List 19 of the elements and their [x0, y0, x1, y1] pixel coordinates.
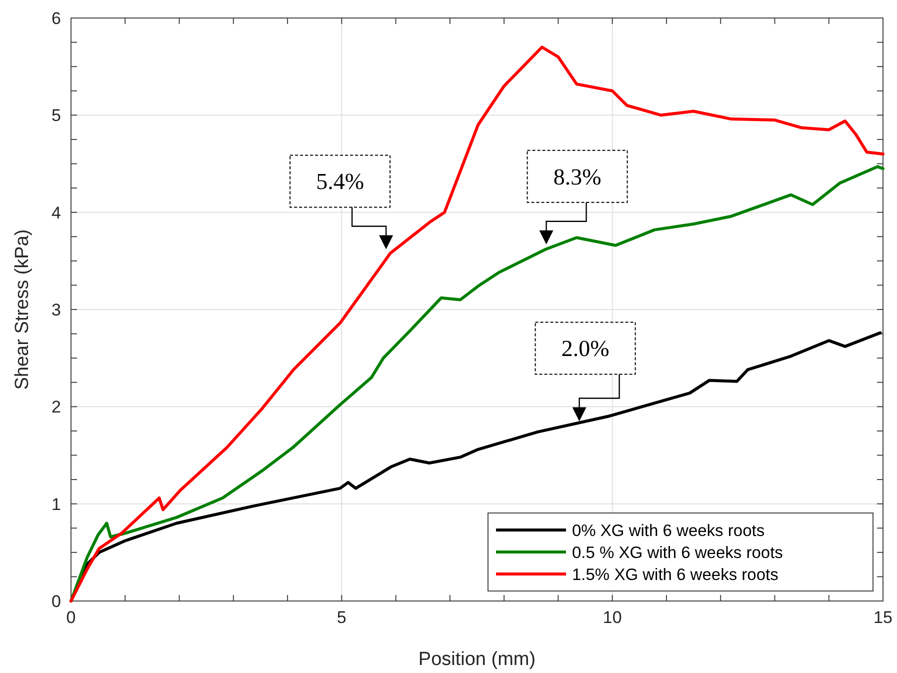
y-tick-label: 2: [52, 398, 61, 417]
y-tick-label: 1: [52, 494, 61, 514]
x-tick-label: 15: [874, 608, 892, 627]
annotation: 8.3%: [553, 164, 602, 190]
annotation: 2.0%: [561, 336, 610, 362]
legend-label: 0.5 % XG with 6 weeks roots: [572, 544, 783, 562]
legend-label: 0% XG with 6 weeks roots: [572, 522, 765, 540]
annotation: 5.4%: [316, 169, 364, 194]
y-tick-label: 4: [52, 203, 61, 222]
y-tick-label: 3: [52, 300, 61, 320]
x-axis-title: Position (mm): [418, 649, 536, 670]
x-tick-label: 5: [336, 608, 346, 627]
x-tick-label: 10: [602, 608, 622, 627]
legend-label: 1.5% XG with 6 weeks roots: [572, 566, 778, 584]
x-tick-label: 0: [66, 608, 76, 627]
y-tick-label: 0: [52, 592, 61, 611]
y-tick-label: 5: [52, 106, 61, 126]
y-tick-label: 6: [52, 9, 61, 28]
y-axis-title: Shear Stress (kPa): [12, 229, 33, 390]
